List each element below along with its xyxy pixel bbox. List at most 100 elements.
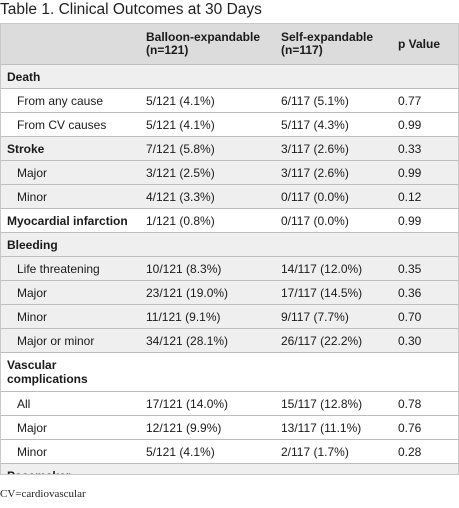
row-label: From any cause <box>1 88 140 113</box>
header-balloon-n: (n=121) <box>146 43 189 57</box>
row-label-line: Pacemaker <box>7 469 140 474</box>
table-row: Minor 5/121 (4.1%) 2/117 (1.7%) 0.28 <box>1 439 458 464</box>
p-value-cell: 0.001 <box>392 463 458 474</box>
row-label: PacemakerImplantation <box>1 463 140 474</box>
p-value-cell <box>392 232 458 257</box>
self-expandable-cell: 6/117 (5.1%) <box>275 88 392 113</box>
row-label: Stroke <box>1 136 140 161</box>
self-expandable-cell: 17/117 (14.5%) <box>275 280 392 305</box>
balloon-expandable-cell: 5/121 (4.1%) <box>140 112 275 137</box>
p-value-cell: 0.99 <box>392 160 458 185</box>
row-label: Life threatening <box>1 256 140 281</box>
balloon-expandable-cell: 10/121 (8.3%) <box>140 256 275 281</box>
self-expandable-cell: 2/117 (1.7%) <box>275 439 392 464</box>
header-balloon-expandable: Balloon-expandable (n=121) <box>140 24 275 65</box>
balloon-expandable-cell: 4/121 (3.3%) <box>140 184 275 209</box>
table-row: Stroke 7/121 (5.8%) 3/117 (2.6%) 0.33 <box>1 136 458 161</box>
row-label: Minor <box>1 184 140 209</box>
balloon-expandable-cell: 7/121 (5.8%) <box>140 136 275 161</box>
row-label-line: complications <box>7 372 88 386</box>
balloon-expandable-cell: 11/121 (9.1%) <box>140 304 275 329</box>
balloon-expandable-cell: 17/121 (14.0%) <box>140 391 275 416</box>
self-expandable-cell: 13/117 (11.1%) <box>275 415 392 440</box>
table-row: From CV causes 5/121 (4.1%) 5/117 (4.3%) 0.… <box>1 112 458 137</box>
p-value-cell: 0.78 <box>392 391 458 416</box>
table-title: Table 1. Clinical Outcomes at 30 Days <box>0 1 262 18</box>
table-header-row: Balloon-expandable (n=121) Self-expandab… <box>1 24 458 65</box>
p-value-cell: 0.76 <box>392 415 458 440</box>
p-value-cell: 0.99 <box>392 208 458 233</box>
balloon-expandable-cell: 1/121 (0.8%) <box>140 208 275 233</box>
balloon-expandable-cell: 3/121 (2.5%) <box>140 160 275 185</box>
p-value-cell: 0.77 <box>392 88 458 113</box>
row-label-line: Vascular <box>7 358 57 372</box>
row-label: Major <box>1 160 140 185</box>
self-expandable-cell: 0/117 (0.0%) <box>275 208 392 233</box>
table-row: Major 23/121 (19.0%) 17/117 (14.5%) 0.36 <box>1 280 458 305</box>
table-row: Myocardial infarction 1/121 (0.8%) 0/117 (… <box>1 208 458 233</box>
header-self-n: (n=117) <box>281 43 323 57</box>
row-label: Major or minor <box>1 328 140 353</box>
table-row: Minor 11/121 (9.1%) 9/117 (7.7%) 0.70 <box>1 304 458 329</box>
self-expandable-cell <box>275 352 392 392</box>
header-balloon-title: Balloon-expandable <box>146 30 261 44</box>
row-label: From CV causes <box>1 112 140 137</box>
balloon-expandable-cell: 19/110 (17.3%) <box>140 463 275 474</box>
balloon-expandable-cell: 23/121 (19.0%) <box>140 280 275 305</box>
self-expandable-cell <box>275 232 392 257</box>
balloon-expandable-cell: 12/121 (9.9%) <box>140 415 275 440</box>
p-value-cell <box>392 64 458 89</box>
table-row: Major 12/121 (9.9%) 13/117 (11.1%) 0.76 <box>1 415 458 440</box>
table-row: Vascular complications <box>1 352 458 392</box>
balloon-expandable-cell: 5/121 (4.1%) <box>140 439 275 464</box>
outcomes-grid: Balloon-expandable (n=121) Self-expandab… <box>1 24 458 474</box>
balloon-expandable-cell: 5/121 (4.1%) <box>140 88 275 113</box>
row-label: Minor <box>1 439 140 464</box>
self-expandable-cell: 9/117 (7.7%) <box>275 304 392 329</box>
row-label: Major <box>1 415 140 440</box>
table-row: Minor 4/121 (3.3%) 0/117 (0.0%) 0.12 <box>1 184 458 209</box>
table-row: PacemakerImplantation19/110 (17.3%)38/10… <box>1 463 458 474</box>
self-expandable-cell: 14/117 (12.0%) <box>275 256 392 281</box>
clinical-outcomes-table: Balloon-expandable (n=121) Self-expandab… <box>0 23 459 475</box>
table-row: Life threatening 10/121 (8.3%) 14/117 (12.… <box>1 256 458 281</box>
table-body: Death From any cause 5/121 (4.1%) 6/117 (5.… <box>1 64 458 474</box>
p-value-cell: 0.36 <box>392 280 458 305</box>
self-expandable-cell: 38/101 (37.6%) <box>275 463 392 474</box>
self-expandable-cell: 3/117 (2.6%) <box>275 136 392 161</box>
self-expandable-cell: 5/117 (4.3%) <box>275 112 392 137</box>
header-self-expandable: Self-expandable (n=117) <box>275 24 392 65</box>
header-p-value: p Value <box>392 24 458 65</box>
p-value-cell <box>392 352 458 392</box>
p-value-cell: 0.28 <box>392 439 458 464</box>
header-outcome <box>1 24 140 65</box>
row-label: Death <box>1 64 140 89</box>
self-expandable-cell <box>275 64 392 89</box>
self-expandable-cell: 15/117 (12.8%) <box>275 391 392 416</box>
balloon-expandable-cell <box>140 352 275 392</box>
footnote: CV=cardiovascular <box>0 488 86 500</box>
table-row: Major 3/121 (2.5%) 3/117 (2.6%) 0.99 <box>1 160 458 185</box>
row-label: Major <box>1 280 140 305</box>
balloon-expandable-cell: 34/121 (28.1%) <box>140 328 275 353</box>
balloon-expandable-cell <box>140 232 275 257</box>
table-row: All 17/121 (14.0%) 15/117 (12.8%) 0.78 <box>1 391 458 416</box>
row-label: Bleeding <box>1 232 140 257</box>
p-value-cell: 0.30 <box>392 328 458 353</box>
row-label: Minor <box>1 304 140 329</box>
balloon-expandable-cell <box>140 64 275 89</box>
row-label: Vascular complications <box>1 352 140 392</box>
p-value-cell: 0.12 <box>392 184 458 209</box>
row-label: Myocardial infarction <box>1 208 140 233</box>
self-expandable-cell: 26/117 (22.2%) <box>275 328 392 353</box>
row-label: All <box>1 391 140 416</box>
self-expandable-cell: 3/117 (2.6%) <box>275 160 392 185</box>
table-row: Bleeding <box>1 232 458 257</box>
p-value-cell: 0.33 <box>392 136 458 161</box>
header-self-title: Self-expandable <box>281 30 374 44</box>
p-value-cell: 0.70 <box>392 304 458 329</box>
p-value-cell: 0.99 <box>392 112 458 137</box>
table-row: From any cause 5/121 (4.1%) 6/117 (5.1%) 0.… <box>1 88 458 113</box>
table-row: Major or minor 34/121 (28.1%) 26/117 (22.2… <box>1 328 458 353</box>
table-row: Death <box>1 64 458 89</box>
